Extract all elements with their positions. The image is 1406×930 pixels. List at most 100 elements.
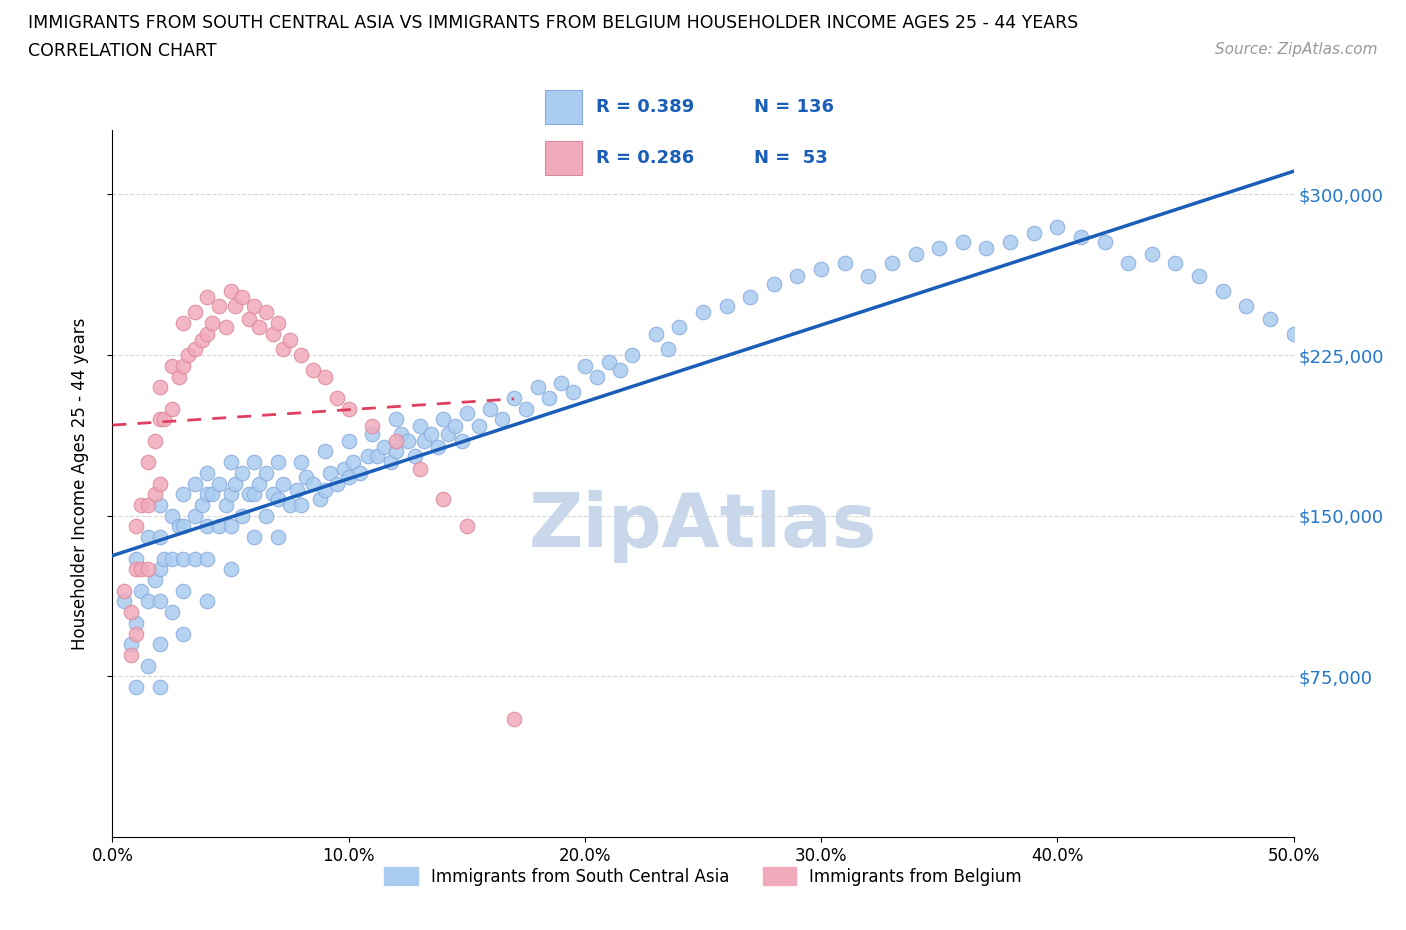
Point — [254, 465, 277, 480]
Point — [319, 465, 342, 480]
Point — [408, 418, 430, 433]
Point — [143, 573, 166, 588]
Point — [1164, 256, 1187, 271]
Point — [333, 461, 356, 476]
Point — [1046, 219, 1069, 234]
Point — [195, 594, 218, 609]
Point — [408, 461, 430, 476]
Point — [1234, 299, 1257, 313]
Point — [413, 433, 436, 448]
Point — [224, 299, 246, 313]
Point — [172, 551, 194, 566]
Point — [302, 476, 325, 491]
Point — [129, 562, 152, 577]
Point — [880, 256, 903, 271]
Point — [243, 487, 266, 502]
Point — [952, 234, 974, 249]
Point — [290, 498, 312, 512]
Point — [195, 290, 218, 305]
Point — [437, 427, 460, 442]
Point — [208, 476, 231, 491]
Point — [1188, 269, 1211, 284]
Text: R = 0.389: R = 0.389 — [596, 98, 695, 116]
Point — [456, 519, 478, 534]
Point — [1140, 247, 1163, 262]
Point — [361, 418, 384, 433]
Point — [172, 626, 194, 641]
Point — [1282, 326, 1305, 341]
Point — [585, 369, 607, 384]
Point — [160, 509, 183, 524]
Point — [526, 379, 548, 394]
Point — [267, 455, 290, 470]
Point — [231, 465, 253, 480]
Point — [149, 637, 172, 652]
Point — [149, 498, 172, 512]
Point — [149, 379, 172, 394]
Point — [385, 444, 408, 458]
Point — [149, 594, 172, 609]
Point — [254, 305, 277, 320]
Point — [172, 315, 194, 330]
Point — [201, 315, 224, 330]
Point — [858, 269, 880, 284]
Point — [136, 658, 159, 673]
Point — [231, 509, 253, 524]
Point — [195, 326, 218, 341]
Point — [191, 333, 214, 348]
Point — [271, 476, 294, 491]
Point — [337, 470, 360, 485]
Point — [337, 433, 360, 448]
Point — [309, 491, 332, 506]
Point — [356, 448, 378, 463]
Point — [172, 487, 194, 502]
Point — [314, 369, 336, 384]
Point — [149, 530, 172, 545]
Point — [456, 405, 478, 420]
Point — [271, 341, 294, 356]
Point — [373, 440, 395, 455]
Point — [349, 465, 371, 480]
FancyBboxPatch shape — [546, 90, 582, 124]
Point — [160, 604, 183, 619]
Point — [195, 551, 218, 566]
Point — [153, 412, 176, 427]
Point — [290, 455, 312, 470]
Point — [1258, 312, 1281, 326]
Point — [295, 470, 318, 485]
Point — [208, 519, 231, 534]
Point — [149, 562, 172, 577]
Point — [243, 530, 266, 545]
Point — [491, 412, 513, 427]
Point — [786, 269, 808, 284]
Point — [167, 519, 190, 534]
Point — [143, 487, 166, 502]
Point — [574, 358, 596, 373]
Point — [432, 412, 454, 427]
Point — [238, 487, 260, 502]
Point — [928, 241, 950, 256]
Point — [290, 348, 312, 363]
Point — [609, 363, 631, 378]
Point — [184, 305, 207, 320]
Point — [231, 290, 253, 305]
Point — [420, 427, 443, 442]
Point — [716, 299, 738, 313]
Point — [172, 519, 194, 534]
Point — [668, 320, 690, 335]
Point — [149, 680, 172, 695]
Point — [598, 354, 620, 369]
Point — [143, 433, 166, 448]
Point — [125, 562, 148, 577]
Point — [267, 491, 290, 506]
Point — [149, 412, 172, 427]
Point — [451, 433, 474, 448]
Point — [136, 530, 159, 545]
Legend: Immigrants from South Central Asia, Immigrants from Belgium: Immigrants from South Central Asia, Immi… — [377, 861, 1029, 892]
Point — [160, 358, 183, 373]
Point — [314, 444, 336, 458]
Point — [201, 487, 224, 502]
Point — [1022, 226, 1045, 241]
Point — [219, 562, 242, 577]
Point — [267, 530, 290, 545]
